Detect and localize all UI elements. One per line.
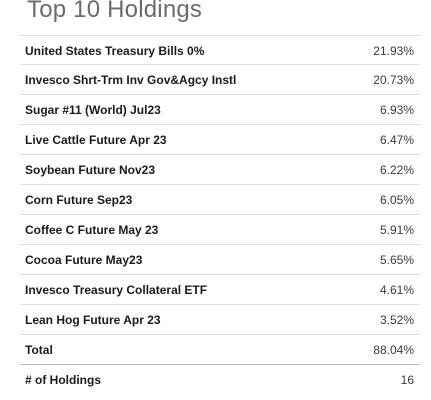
holding-weight: 20.73% <box>373 73 414 87</box>
holding-weight: 5.91% <box>379 223 414 237</box>
table-row: Corn Future Sep23 6.05% <box>20 185 420 215</box>
holding-weight: 6.47% <box>379 133 414 147</box>
total-value: 88.04% <box>373 343 414 357</box>
table-row: Lean Hog Future Apr 23 3.52% <box>20 305 420 335</box>
section-title: Top 10 Holdings <box>27 0 203 23</box>
total-label: Total <box>25 343 53 357</box>
table-row: United States Treasury Bills 0% 21.93% <box>20 35 420 65</box>
holding-name: Soybean Future Nov23 <box>25 163 156 177</box>
holding-name: Sugar #11 (World) Jul23 <box>25 103 161 117</box>
holding-name: Cocoa Future May23 <box>25 253 143 267</box>
holdings-table: United States Treasury Bills 0% 21.93% I… <box>20 35 420 395</box>
holding-weight: 5.65% <box>379 253 414 267</box>
holding-name: Invesco Treasury Collateral ETF <box>25 283 208 297</box>
holding-weight: 4.61% <box>379 283 414 297</box>
table-row: Soybean Future Nov23 6.22% <box>20 155 420 185</box>
table-row: Invesco Shrt-Trm Inv Gov&Agcy Instl 20.7… <box>20 65 420 95</box>
holding-weight: 6.93% <box>379 103 414 117</box>
table-row: Invesco Treasury Collateral ETF 4.61% <box>20 275 420 305</box>
table-row: Coffee C Future May 23 5.91% <box>20 215 420 245</box>
holding-name: Coffee C Future May 23 <box>25 223 159 237</box>
table-row: Sugar #11 (World) Jul23 6.93% <box>20 95 420 125</box>
holding-name: Invesco Shrt-Trm Inv Gov&Agcy Instl <box>25 73 237 87</box>
holding-weight: 3.52% <box>379 313 414 327</box>
holdings-count-row: # of Holdings 16 <box>20 365 420 395</box>
table-row: Live Cattle Future Apr 23 6.47% <box>20 125 420 155</box>
table-row: Cocoa Future May23 5.65% <box>20 245 420 275</box>
holdings-count-label: # of Holdings <box>25 373 101 387</box>
holding-name: Lean Hog Future Apr 23 <box>25 313 161 327</box>
total-row: Total 88.04% <box>20 335 420 365</box>
holding-weight: 21.93% <box>373 44 414 58</box>
holding-name: Live Cattle Future Apr 23 <box>25 133 167 147</box>
holding-name: United States Treasury Bills 0% <box>25 44 205 58</box>
holding-name: Corn Future Sep23 <box>25 193 133 207</box>
holdings-count-value: 16 <box>400 373 414 387</box>
holding-weight: 6.05% <box>379 193 414 207</box>
holding-weight: 6.22% <box>379 163 414 177</box>
